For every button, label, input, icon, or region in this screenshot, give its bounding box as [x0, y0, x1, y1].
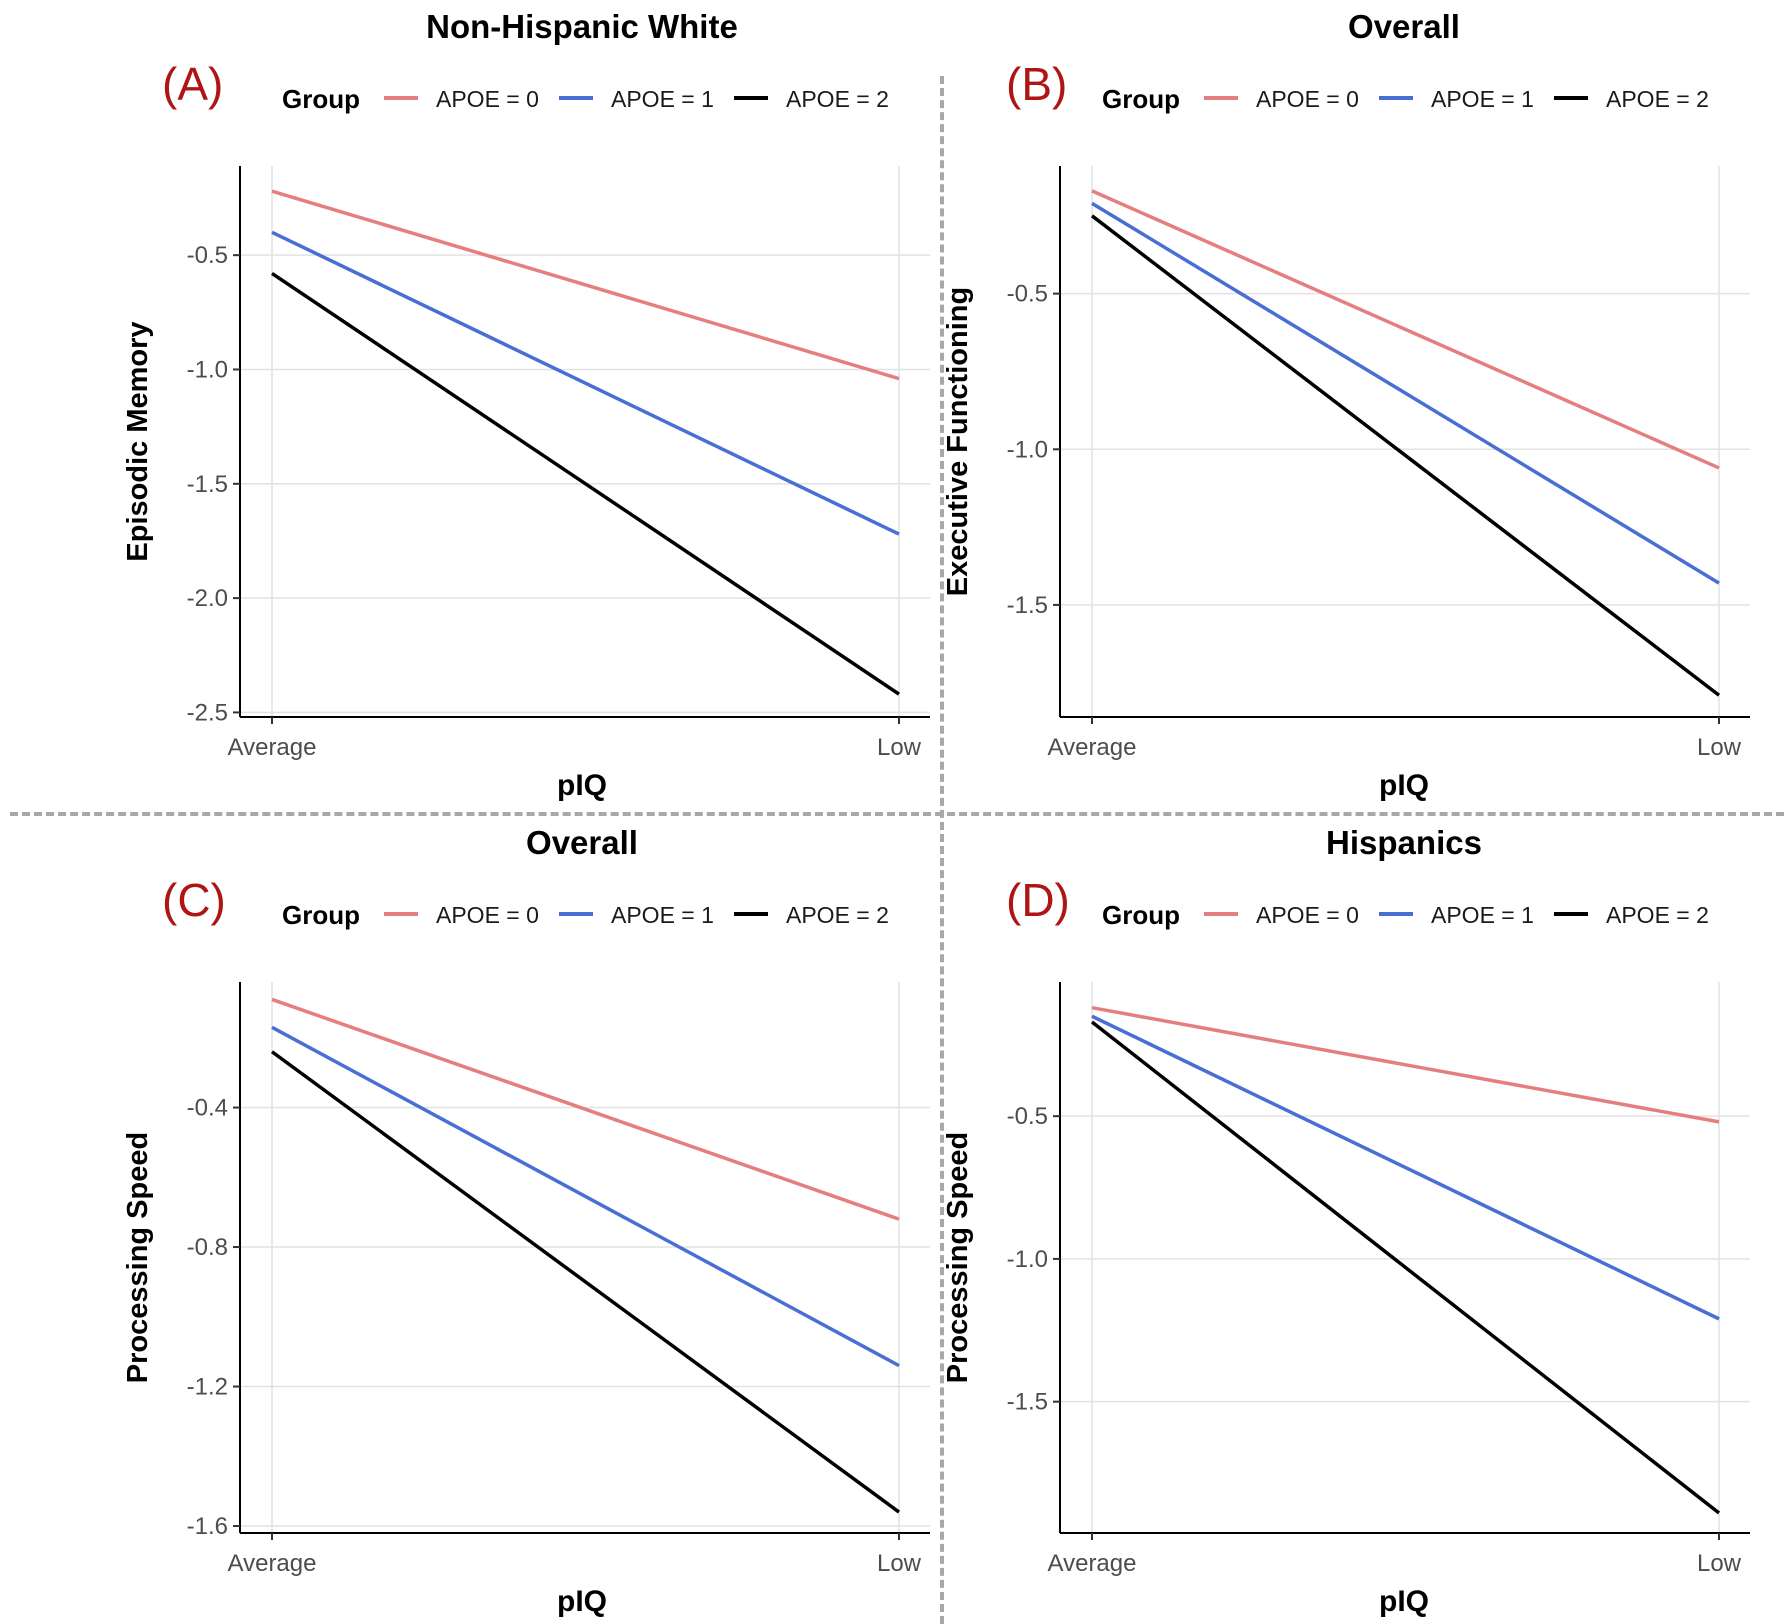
x-tick-label: Average — [228, 734, 317, 761]
y-axis-label: Episodic Memory — [122, 321, 154, 561]
y-axis-label: Processing Speed — [944, 1132, 974, 1383]
x-tick-label: Low — [877, 734, 922, 761]
panel-label: (D) — [1006, 874, 1070, 926]
y-tick-label: -1.5 — [1007, 1389, 1048, 1416]
legend-label: APOE = 0 — [436, 86, 539, 112]
horizontal-divider — [10, 812, 1784, 816]
y-tick-label: -2.0 — [187, 585, 228, 612]
panel-c: Overall (C) Group APOE = 0 APOE = 1 APOE = 2 -… — [122, 824, 930, 1618]
chart-title: Hispanics — [1326, 824, 1482, 861]
y-axis-label: Processing Speed — [122, 1132, 154, 1383]
y-tick-label: -1.0 — [187, 356, 228, 383]
legend: Group APOE = 0 APOE = 1 APOE = 2 — [282, 84, 889, 114]
series-line — [1091, 201, 1720, 585]
x-axis-label: pIQ — [1379, 1585, 1429, 1618]
chart-title: Non-Hispanic White — [426, 8, 738, 45]
series-line — [1090, 214, 1721, 697]
x-axis-label: pIQ — [1379, 769, 1429, 802]
x-tick-label: Low — [1697, 1550, 1742, 1577]
legend-title: Group — [282, 84, 360, 114]
legend-label: APOE = 2 — [786, 86, 889, 112]
series-line — [1091, 1014, 1720, 1321]
y-tick-label: -0.5 — [1007, 281, 1048, 308]
panel-label: (A) — [162, 58, 223, 110]
x-axis-label: pIQ — [557, 769, 607, 802]
x-axis-label: pIQ — [557, 1585, 607, 1618]
legend-label: APOE = 0 — [1256, 902, 1359, 928]
x-tick-label: Low — [877, 1550, 922, 1577]
y-tick-label: -1.0 — [1007, 436, 1048, 463]
x-tick-label: Average — [1048, 734, 1137, 761]
legend-label: APOE = 1 — [1431, 902, 1534, 928]
y-tick-label: -1.6 — [187, 1513, 228, 1540]
y-tick-label: -1.0 — [1007, 1246, 1048, 1273]
y-tick-label: -1.5 — [187, 471, 228, 498]
series-line — [271, 189, 900, 381]
legend-label: APOE = 1 — [1431, 86, 1534, 112]
chart-title: Overall — [1348, 8, 1460, 45]
legend-label: APOE = 1 — [611, 86, 714, 112]
x-tick-label: Low — [1697, 734, 1742, 761]
series-line — [1091, 189, 1720, 470]
legend: Group APOE = 0 APOE = 1 APOE = 2 — [282, 900, 889, 930]
legend-title: Group — [1102, 900, 1180, 930]
series-line — [270, 1050, 901, 1514]
panel-label: (B) — [1006, 58, 1067, 110]
legend: Group APOE = 0 APOE = 1 APOE = 2 — [1102, 900, 1709, 930]
y-tick-label: -2.5 — [187, 699, 228, 726]
y-tick-label: -1.2 — [187, 1374, 228, 1401]
panel-b: Overall (B) Group APOE = 0 APOE = 1 APOE = 2 -… — [944, 8, 1750, 802]
legend-label: APOE = 0 — [436, 902, 539, 928]
legend-label: APOE = 0 — [1256, 86, 1359, 112]
series-line — [271, 997, 900, 1221]
vertical-divider — [940, 76, 944, 1624]
y-axis-label: Executive Functioning — [944, 287, 974, 596]
y-tick-label: -1.5 — [1007, 592, 1048, 619]
legend-title: Group — [1102, 84, 1180, 114]
x-tick-label: Average — [1048, 1550, 1137, 1577]
legend: Group APOE = 0 APOE = 1 APOE = 2 — [1102, 84, 1709, 114]
chart-title: Overall — [526, 824, 638, 861]
legend-label: APOE = 2 — [1606, 86, 1709, 112]
panel-a: Non-Hispanic White (A) Group APOE = 0 APOE =… — [122, 8, 930, 802]
series-line — [271, 272, 900, 696]
series-line — [1091, 1005, 1720, 1124]
legend-label: APOE = 1 — [611, 902, 714, 928]
legend-label: APOE = 2 — [786, 902, 889, 928]
x-tick-label: Average — [228, 1550, 317, 1577]
y-tick-label: -0.8 — [187, 1234, 228, 1261]
legend-label: APOE = 2 — [1606, 902, 1709, 928]
y-tick-label: -0.5 — [1007, 1103, 1048, 1130]
series-line — [271, 230, 900, 536]
legend-title: Group — [282, 900, 360, 930]
series-line — [1090, 1020, 1721, 1515]
y-tick-label: -0.5 — [187, 242, 228, 269]
panel-label: (C) — [162, 874, 226, 926]
panel-d: Hispanics (D) Group APOE = 0 APOE = 1 APOE = … — [944, 824, 1750, 1618]
y-tick-label: -0.4 — [187, 1095, 228, 1122]
series-line — [271, 1025, 900, 1368]
